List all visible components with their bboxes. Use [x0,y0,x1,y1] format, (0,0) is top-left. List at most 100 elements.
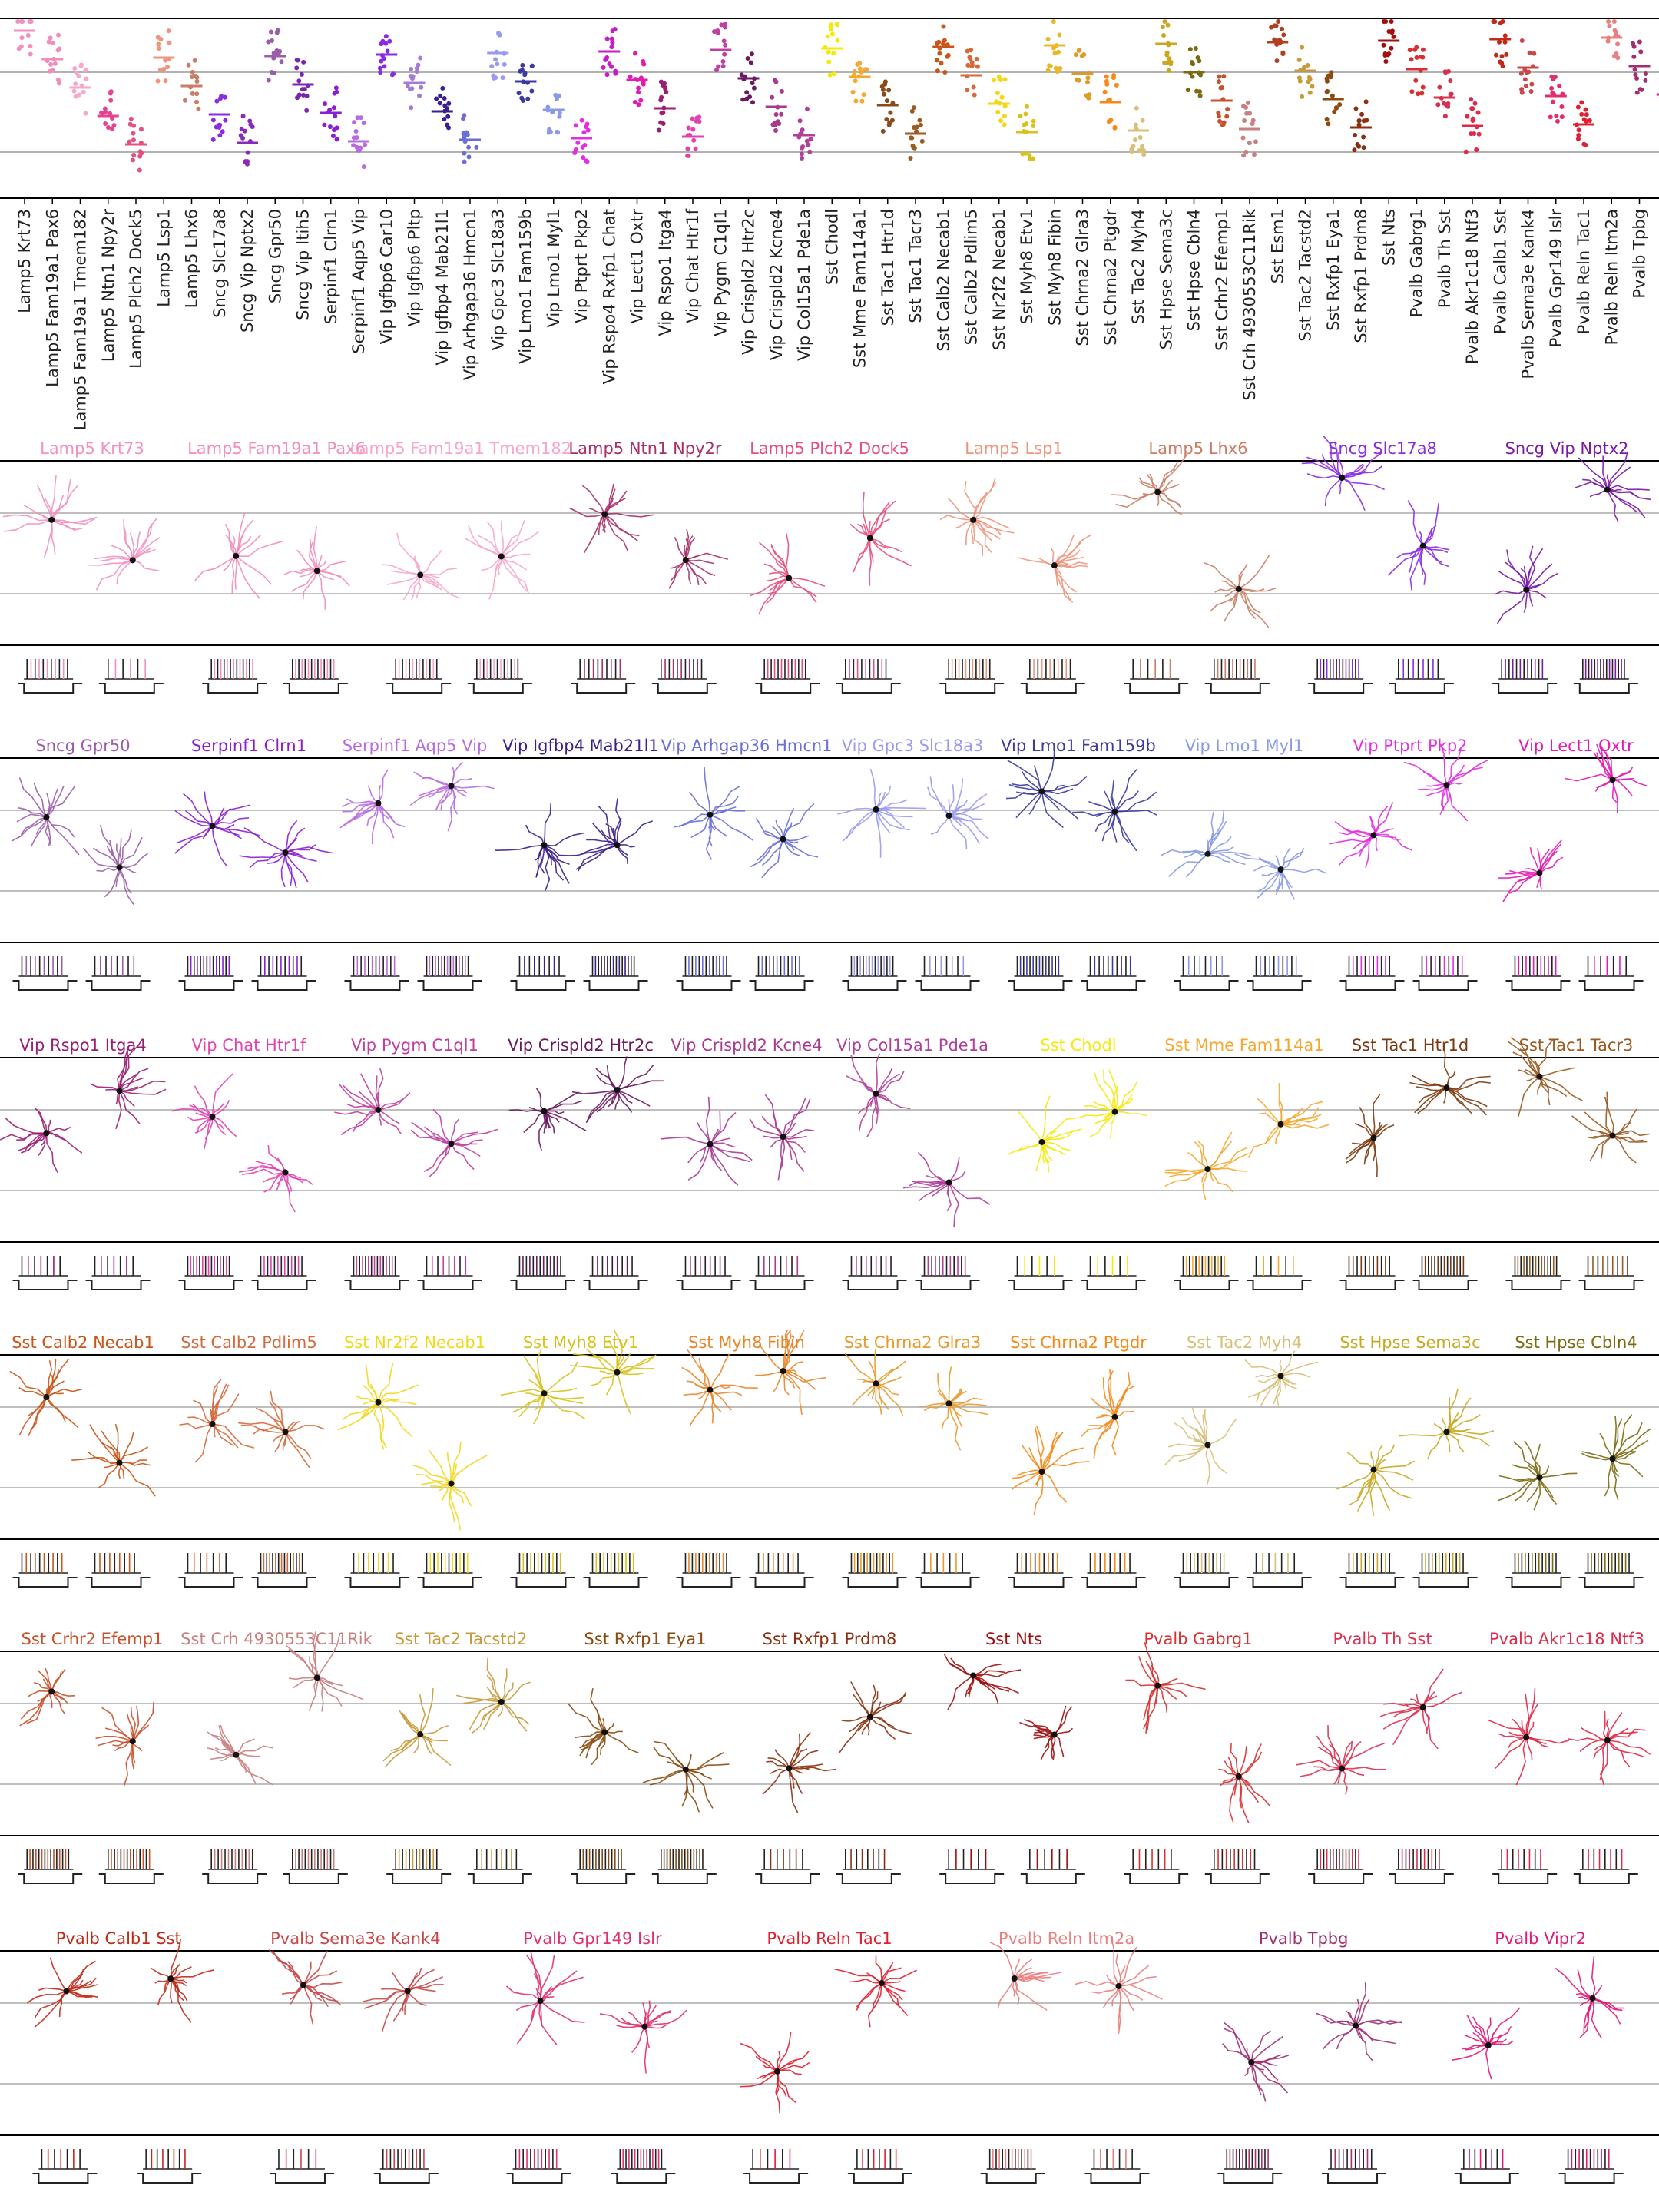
dotplot-category-label: Pvalb Reln Itm2a [1602,209,1621,345]
ephys-trace [269,2149,334,2184]
dotplot-category-label: Sst Crh 4930553C11Rik [1240,208,1259,400]
neuron-morphology [902,1151,991,1227]
neuron-morphology [382,532,461,601]
dotplot-point [714,68,719,73]
dotplot-point [1504,51,1509,57]
ephys-trace [251,1256,316,1290]
dotplot-point [1058,66,1063,71]
neuron-morphology [26,1957,98,2028]
dotplot-point [1002,114,1007,119]
ephys-trace [1389,1849,1454,1884]
dotplot-point [190,69,195,75]
dotplot-point [1632,67,1637,72]
dotplot-point [1217,74,1222,79]
dotplot-point [609,45,614,50]
ephys-trace [676,1256,741,1290]
dotplot-point [975,64,980,69]
neuron-morphology [849,492,912,586]
dotplot-point [1133,137,1138,143]
dotplot-point [1637,87,1643,92]
dotplot-point [939,61,944,66]
morphology-row-graphics [0,1630,1659,1884]
ephys-trace [1505,1256,1571,1290]
dotplot-point [884,117,889,122]
dotplot-point [825,34,830,39]
dotplot-point [48,61,54,67]
dotplot-point [1324,89,1330,94]
dotplot-point [385,48,390,54]
dotplot-point [108,89,114,94]
dotplot-point [1420,84,1426,90]
dotplot-point [1332,109,1337,114]
dotplot-point [1437,84,1442,90]
dotplot-point [1185,88,1190,93]
dotplot-point [914,124,919,130]
neuron-morphology [283,526,350,610]
ephys-trace [1020,659,1085,694]
dotplot-point [46,39,51,45]
dotplot-point [1637,39,1642,45]
dotplot-point [908,156,913,161]
dotplot-point [440,85,445,91]
dotplot-point [491,73,496,78]
dotplot-point [1217,118,1223,124]
dotplot-category-label: Sst Tac1 Htr1d [879,209,897,326]
cell-type-label: Pvalb Sema3e Kank4 [270,1929,441,1948]
dotplot-column [765,78,787,134]
ephys-trace [1492,659,1558,694]
cell-type-label: Sst Tac1 Htr1d [1351,1036,1469,1055]
dotplot-point [1023,151,1028,156]
dotplot-point [465,132,470,137]
dotplot-point [1301,65,1306,70]
dotplot-point [834,22,839,27]
dotplot-point [214,98,220,104]
dotplot-point [807,149,813,154]
dotplot-point [919,138,925,144]
dotplot-point [331,105,336,111]
dotplot-point [969,48,974,53]
dotplot-point [1356,122,1362,127]
dotplot-point [1584,118,1589,124]
dotplot-point [387,38,392,44]
dotplot-category-label: Lamp5 Lhx6 [183,209,201,308]
dotplot-point [445,122,450,127]
dotplot-point [304,108,310,113]
dotplot-point [1051,19,1056,24]
dotplot-point [1638,49,1644,55]
dotplot-point [773,128,779,134]
dotplot-point [945,52,951,58]
dotplot-point [190,91,195,96]
cell-type-label: Sst Hpse Cbln4 [1515,1333,1637,1352]
dotplot-point [1554,113,1559,118]
neuron-morphology [1005,743,1088,829]
dotplot-point [1197,58,1202,64]
dotplot-point [942,38,947,43]
dotplot-point [1224,114,1230,119]
dotplot-point [1053,65,1058,71]
ephys-trace [1008,1553,1073,1588]
neuron-morphology [500,1348,586,1425]
dotplot-point [1216,110,1221,115]
dotplot-column [1267,19,1289,64]
neuron-morphology [569,1330,657,1415]
dotplot-point [1631,54,1637,59]
ephys-trace [12,1553,78,1588]
dotplot-category-label: Lamp5 Plch2 Dock5 [127,209,145,369]
dotplot-point [502,61,507,67]
dotplot-category-label: Sst Nr2f2 Necab1 [990,209,1008,350]
dotplot-point [797,118,803,124]
dotplot-point [99,110,104,115]
ephys-trace [251,956,316,991]
dotplot-point [1141,152,1147,157]
dotplot-point [1416,91,1421,97]
ephys-trace [506,2149,571,2184]
neuron-morphology [1301,436,1385,511]
dotplot-point [1018,114,1023,119]
dotplot-point [1329,70,1334,75]
cell-type-label: Vip Pygm C1ql1 [351,1036,478,1055]
neuron-morphology [1164,1407,1237,1485]
dotplot-point [138,127,144,132]
cell-type-label: Vip Arhgap36 Hmcn1 [661,737,833,755]
cell-type-label: Vip Igfbp4 Mab21l1 [502,737,659,755]
dotplot-point [1463,149,1469,154]
